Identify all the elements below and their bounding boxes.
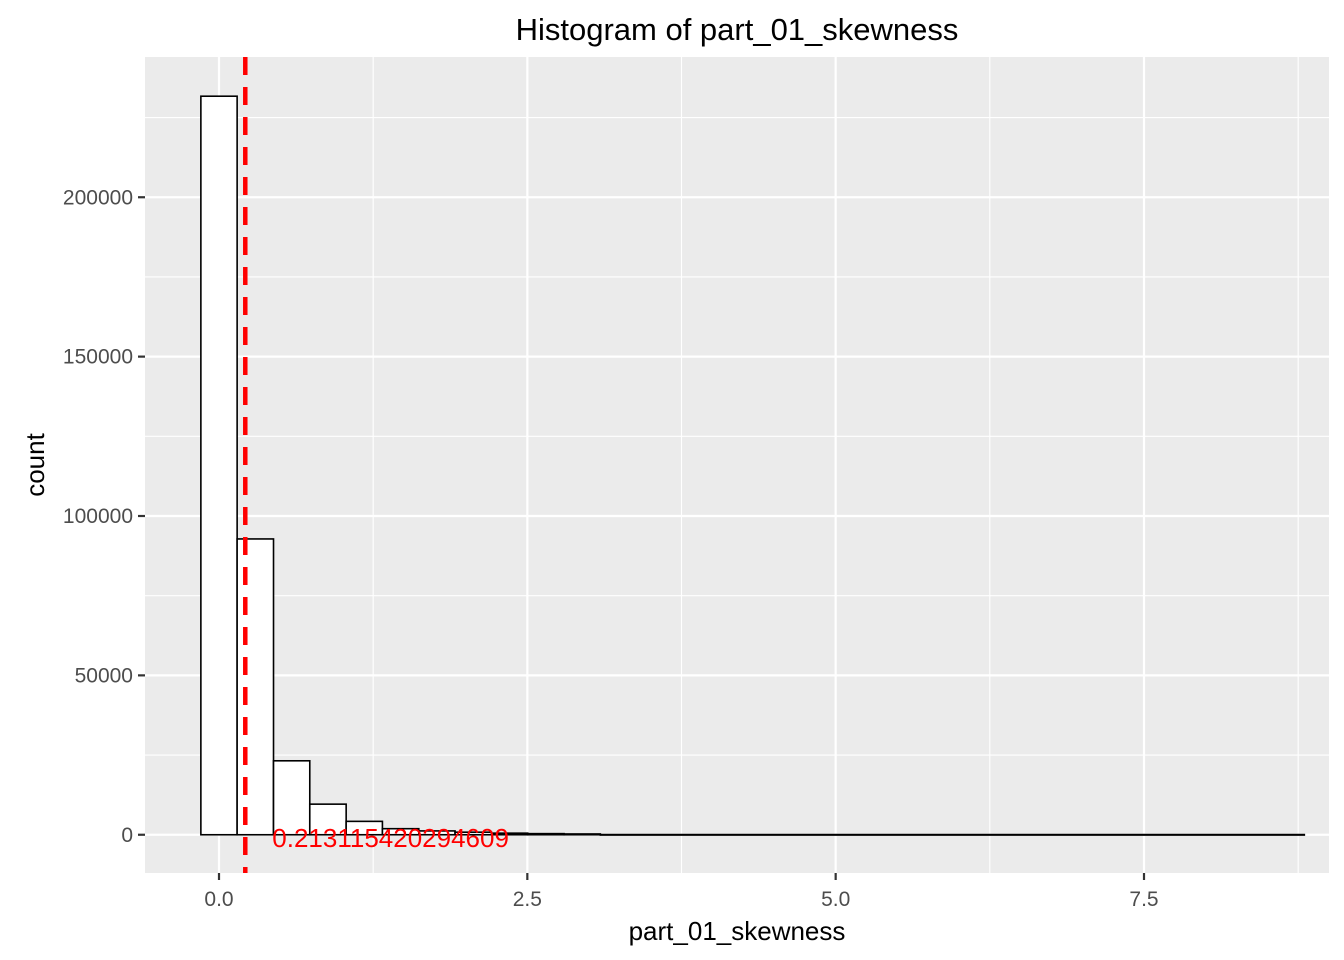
histogram-bar (272, 759, 311, 836)
histogram-bar (599, 833, 1306, 836)
plot-panel (145, 57, 1329, 873)
histogram-bar (563, 833, 602, 836)
minor-gridlines (145, 57, 1329, 873)
reference-line-label: 0.213115420294609 (272, 823, 509, 853)
x-tick-label: 2.5 (513, 888, 542, 911)
y-tick-label: 0 (121, 824, 133, 847)
x-tick-label: 0.0 (204, 888, 233, 911)
y-tick-label: 200000 (63, 186, 133, 209)
y-axis-title: count (20, 432, 50, 496)
y-tick-label: 150000 (63, 346, 133, 369)
histogram-bar (308, 803, 347, 836)
reference-line-group: 0.213115420294609 (243, 57, 509, 873)
x-tick-label: 7.5 (1129, 888, 1158, 911)
y-axis-ticks: 0 50000 100000 150000 200000 (63, 186, 145, 847)
y-tick-label: 100000 (63, 505, 133, 528)
histogram-bar (526, 832, 565, 836)
chart-title: Histogram of part_01_skewness (516, 12, 959, 47)
histogram-bar (236, 538, 275, 836)
x-tick-label: 5.0 (821, 888, 850, 911)
y-tick-label: 50000 (75, 664, 133, 687)
histogram-bar (200, 95, 238, 836)
x-axis-ticks: 0.0 2.5 5.0 7.5 (204, 873, 1159, 911)
x-axis-title: part_01_skewness (629, 916, 846, 946)
